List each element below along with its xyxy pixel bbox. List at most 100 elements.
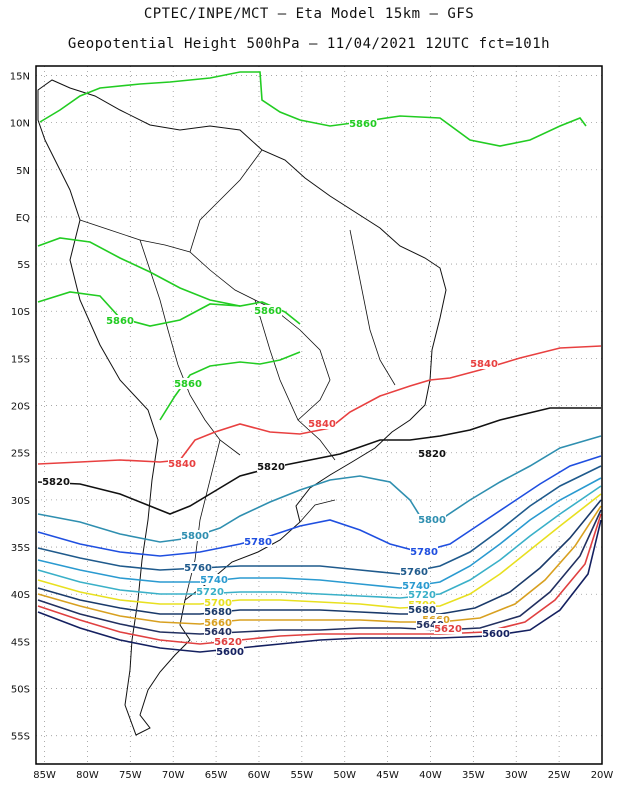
contour-label-5860: 5860 — [349, 119, 377, 130]
lat-tick-label: 50S — [11, 685, 30, 696]
contour-5800 — [37, 435, 602, 543]
contour-label-bg — [470, 358, 498, 369]
contour-5860 — [37, 291, 241, 327]
contour-label-bg — [244, 536, 272, 547]
lat-tick-label: 10S — [11, 307, 30, 318]
lon-tick-label: 55W — [291, 770, 314, 781]
lat-tick-label: 45S — [11, 637, 30, 648]
contour-label-5740: 5740 — [200, 575, 228, 586]
contour-label-bg — [204, 626, 232, 637]
lon-tick-labels: 85W 80W 75W 70W 65W 60W 55W 50W 45W 40W 35W 30W 25W 2… — [33, 770, 613, 781]
lat-tick-label: 40S — [11, 590, 30, 601]
contour-label-5640: 5640 — [204, 627, 232, 638]
lat-tick-label: 20S — [11, 402, 30, 413]
contour-label-bg — [408, 604, 436, 615]
contour-label-bg — [200, 574, 228, 585]
contour-label-5840: 5840 — [308, 419, 336, 430]
contour-label-5600: 5600 — [482, 629, 510, 640]
lat-tick-label: 25S — [11, 449, 30, 460]
lat-tick-label: 5N — [16, 166, 30, 177]
contour-5840 — [37, 345, 602, 465]
lat-tick-label: 5S — [17, 260, 30, 271]
contour-5640 — [37, 509, 602, 635]
contour-label-bg — [204, 597, 232, 608]
contour-label-bg — [410, 546, 438, 557]
contour-label-5680: 5680 — [204, 607, 232, 618]
contour-5660 — [37, 505, 602, 625]
contour-label-bg — [408, 589, 436, 600]
lon-tick-label: 80W — [76, 770, 99, 781]
lon-tick-label: 65W — [205, 770, 228, 781]
contour-label-bg — [418, 448, 446, 459]
contour-label-bg — [168, 458, 196, 469]
country-borders — [79, 149, 396, 601]
contour-5600 — [37, 519, 602, 653]
contour-label-5700: 5700 — [204, 598, 232, 609]
contour-5780 — [37, 455, 602, 557]
contour-label-5640: 5640 — [416, 620, 444, 631]
lon-tick-label: 70W — [162, 770, 185, 781]
contour-5720 — [37, 485, 602, 599]
contour-label-bg — [204, 606, 232, 617]
contour-label-bg — [216, 646, 244, 657]
contour-label-5820: 5820 — [42, 477, 70, 488]
contour-label-bg — [308, 418, 336, 429]
contour-label-5760: 5760 — [400, 567, 428, 578]
lon-tick-label: 50W — [333, 770, 356, 781]
contour-label-5620: 5620 — [214, 637, 242, 648]
contour-5700 — [37, 493, 602, 609]
contour-label-5780: 5780 — [244, 537, 272, 548]
contour-label-5660: 5660 — [204, 618, 232, 629]
contour-5860 — [159, 351, 301, 421]
lon-tick-label: 75W — [119, 770, 142, 781]
lat-tick-label: EQ — [16, 213, 30, 224]
contour-label-bg — [174, 378, 202, 389]
grid-lines — [36, 66, 603, 764]
lon-tick-label: 60W — [248, 770, 271, 781]
contour-label-bg — [254, 305, 282, 316]
contour-label-5840: 5840 — [168, 459, 196, 470]
contour-label-5740: 5740 — [402, 581, 430, 592]
coastline — [37, 79, 447, 736]
contour-label-5820: 5820 — [257, 462, 285, 473]
lat-tick-label: 30S — [11, 496, 30, 507]
contour-label-5780: 5780 — [410, 547, 438, 558]
contour-label-5720: 5720 — [408, 590, 436, 601]
contour-label-5600: 5600 — [216, 647, 244, 658]
lat-tick-label: 15N — [10, 71, 30, 82]
contour-label-bg — [402, 580, 430, 591]
lat-tick-label: 15S — [11, 354, 30, 365]
contour-5860 — [39, 71, 587, 147]
contour-label-5720: 5720 — [196, 587, 224, 598]
contour-label-bg — [416, 619, 444, 630]
contour-label-bg — [181, 530, 209, 541]
lon-tick-label: 45W — [376, 770, 399, 781]
chart-title-line2: Geopotential Height 500hPa – 11/04/2021 … — [67, 36, 551, 52]
lat-tick-label: 55S — [11, 732, 30, 743]
contour-label-bg — [204, 617, 232, 628]
lat-tick-labels: 15N 10N 5N EQ 5S 10S 15S 20S 25S 30S 35S 40S 45S 50S 5… — [10, 71, 30, 742]
lat-tick-label: 10N — [10, 119, 30, 130]
contour-label-5620: 5620 — [434, 624, 462, 635]
contour-5760 — [37, 465, 602, 575]
contour-label-5820: 5820 — [418, 449, 446, 460]
map-frame — [35, 65, 603, 765]
contour-5620 — [37, 513, 602, 645]
contour-label-bg — [400, 566, 428, 577]
contour-label-5860: 5860 — [174, 379, 202, 390]
lat-tick-label: 35S — [11, 543, 30, 554]
lon-tick-label: 85W — [33, 770, 56, 781]
contour-5680 — [37, 499, 602, 615]
contour-label-bg — [106, 315, 134, 326]
lon-tick-label: 25W — [548, 770, 571, 781]
contour-label-bg — [349, 118, 377, 129]
contour-label-5860: 5860 — [106, 316, 134, 327]
contour-label-5860: 5860 — [254, 306, 282, 317]
contour-labels: 5860 5860 5860 5860 5840 5840 5840 5820 5820 5820… — [42, 118, 510, 658]
contour-label-5760: 5760 — [184, 563, 212, 574]
contour-label-bg — [257, 461, 285, 472]
contour-label-bg — [196, 586, 224, 597]
lon-tick-label: 30W — [505, 770, 528, 781]
lon-tick-label: 40W — [419, 770, 442, 781]
